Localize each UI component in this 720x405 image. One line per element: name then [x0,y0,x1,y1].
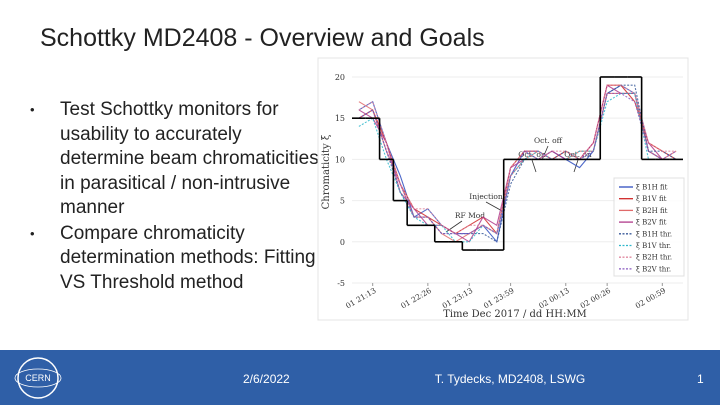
bullet-list: Test Schottky monitors for usability to … [30,98,320,296]
series-line [358,92,677,243]
y-tick-label: 15 [335,114,345,123]
y-tick-label: 20 [335,73,345,82]
y-tick-label: 10 [335,155,345,164]
y-tick-label: 5 [340,197,345,206]
legend-label: ξ B1V fit [636,195,667,203]
slide-title: Schottky MD2408 - Overview and Goals [40,24,485,52]
legend-label: ξ B1V thr. [636,242,671,250]
logo-text: CERN [25,373,51,383]
annotation: Oct. on [564,150,592,159]
footer-date: 2/6/2022 [243,372,290,386]
logo: CERN [14,357,62,399]
chart: Chromaticity ξ Time Dec 2017 / dd HH:MM … [317,57,689,321]
legend: ξ B1H fit ξ B1V fit ξ B2H fit ξ B2V fit ξ B1… [613,177,685,277]
legend-label: ξ B2H thr. [636,254,672,262]
footer-bar [0,350,720,405]
series-line [358,84,677,235]
y-axis-label: Chromaticity ξ [321,134,332,209]
y-tick-label: 0 [340,238,345,247]
legend-label: ξ B2V thr. [636,265,671,273]
annotation: Oct. off [534,136,563,145]
legend-label: ξ B1H fit [636,184,668,192]
x-axis-label: Time Dec 2017 / dd HH:MM [443,309,587,320]
legend-label: ξ B2H fit [636,207,668,215]
legend-label: ξ B2V fit [636,219,667,227]
bullet: Test Schottky monitors for usability to … [30,98,320,221]
series-line [358,92,677,235]
bullet: Compare chromaticity determination metho… [30,222,320,296]
annotation: Injection [469,192,503,201]
y-tick-label: -5 [337,279,345,288]
page-number: 1 [697,372,704,386]
legend-label: ξ B1H thr. [636,230,672,238]
footer-author: T. Tydecks, MD2408, LSWG [434,372,586,386]
annotation: RF Mod [455,211,485,220]
legend-box [613,177,685,277]
